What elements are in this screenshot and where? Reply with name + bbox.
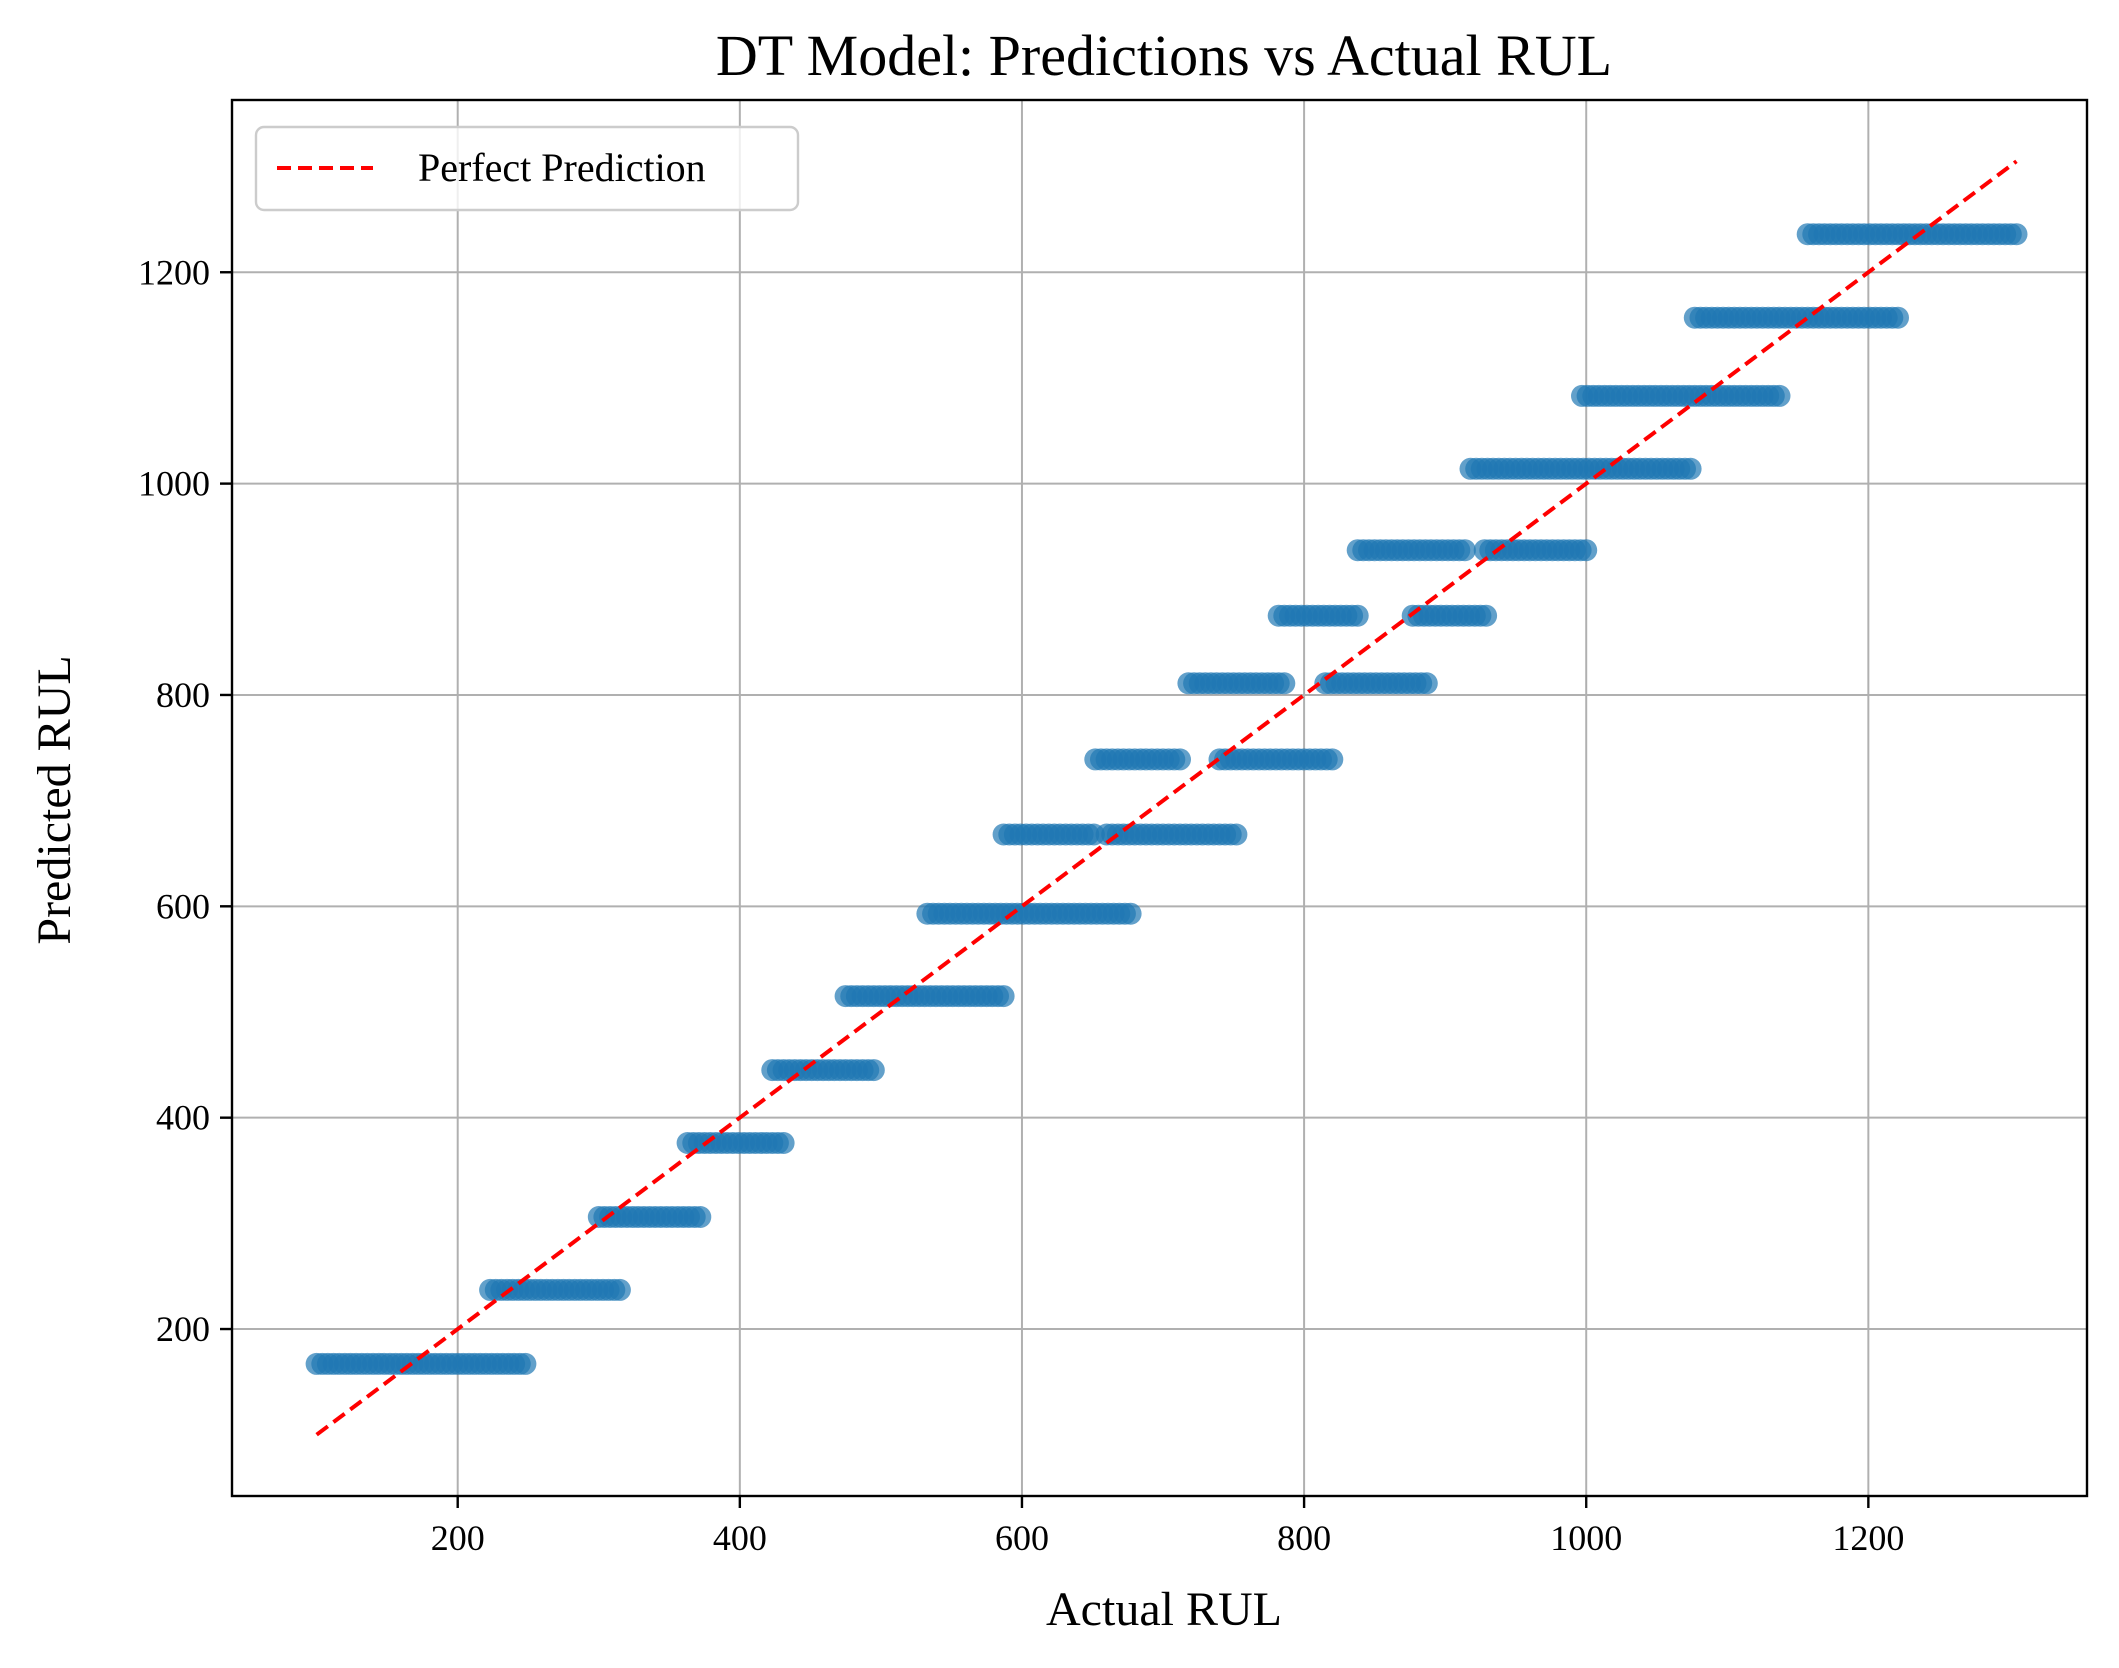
scatter-point (1887, 306, 1909, 329)
x-tick-label: 1200 (1832, 1518, 1904, 1558)
x-tick-label: 200 (431, 1518, 485, 1558)
scatter-point (1119, 902, 1142, 925)
y-tick-label: 1200 (138, 252, 210, 292)
scatter-point (2005, 223, 2028, 246)
y-tick-label: 200 (156, 1309, 210, 1349)
scatter-point (1415, 672, 1438, 695)
legend: Perfect Prediction (254, 125, 800, 212)
reference-line-group (315, 159, 2018, 1437)
x-tick-label: 400 (713, 1518, 767, 1558)
legend-frame (254, 125, 800, 212)
x-tick-label: 800 (1277, 1518, 1331, 1558)
scatter-point (514, 1352, 537, 1375)
scatter-point (1453, 539, 1476, 562)
grid (232, 100, 2087, 1496)
x-tick-label: 600 (995, 1518, 1049, 1558)
scatter-point (1475, 604, 1498, 627)
scatter-point (608, 1278, 631, 1301)
scatter-point (1346, 604, 1369, 627)
x-tick-label: 1000 (1550, 1518, 1622, 1558)
legend-label-perfect-prediction: Perfect Prediction (418, 145, 706, 190)
chart-title: DT Model: Predictions vs Actual RUL (716, 23, 1612, 88)
perfect-prediction-line (315, 159, 2018, 1437)
scatter-point (1679, 457, 1702, 480)
y-tick-label: 600 (156, 886, 210, 926)
y-tick-label: 800 (156, 675, 210, 715)
scatter-point (1273, 672, 1296, 695)
scatter-point (1321, 748, 1344, 771)
axis-ticks: 200 400 600 800 1000 1200 200 400 600 800 1000 1200 (138, 252, 1904, 1558)
scatter-point (862, 1059, 885, 1082)
scatter-point (689, 1206, 712, 1228)
scatter-point (1169, 748, 1191, 771)
y-tick-label: 1000 (138, 464, 210, 504)
scatter-points (305, 223, 2028, 1375)
scatter-point (1768, 384, 1791, 407)
plot-frame (230, 98, 2089, 1498)
y-tick-label: 400 (156, 1098, 210, 1138)
scatter-point (1575, 539, 1598, 562)
scatter-point (1225, 823, 1248, 846)
scatter-point (992, 985, 1015, 1008)
scatter-point (772, 1132, 795, 1154)
y-axis-label: Predicted RUL (28, 655, 81, 944)
x-axis-label: Actual RUL (1046, 1583, 1282, 1636)
